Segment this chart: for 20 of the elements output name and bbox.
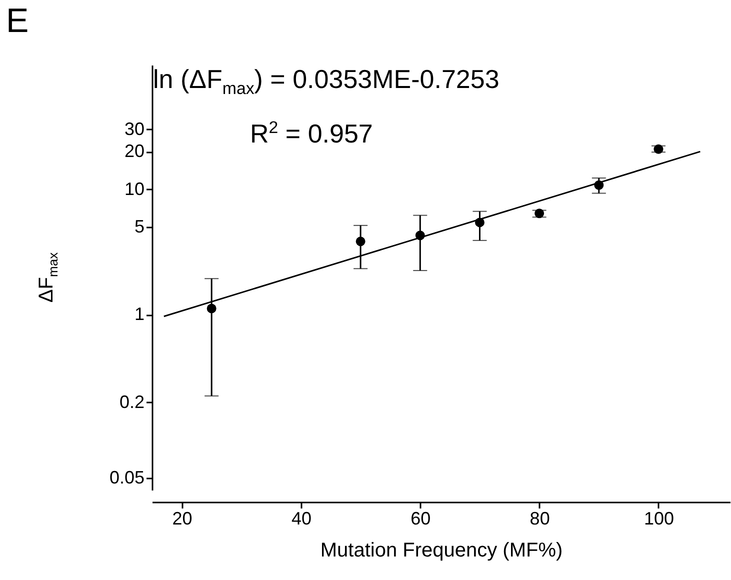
x-tick-label: 20 <box>172 508 192 528</box>
y-tick-label: 10 <box>124 178 144 199</box>
y-tick-label: 5 <box>134 216 144 237</box>
y-tick-label: 0.2 <box>119 392 144 412</box>
x-tick-label: 40 <box>291 508 312 528</box>
y-tick-label: 30 <box>124 118 144 139</box>
annotation: R$^{2}$ = 0.957 <box>250 118 373 150</box>
x-axis-title: Mutation Frequency (MF%) <box>320 540 563 562</box>
x-tick-label: 100 <box>644 508 674 528</box>
x-tick-label: 60 <box>410 508 431 528</box>
point <box>654 144 664 154</box>
point <box>356 236 366 246</box>
y-tick-label: 1 <box>134 304 144 324</box>
x-tick-label: 80 <box>530 508 550 528</box>
point <box>534 208 544 218</box>
annotation: ln (ΔF$_{max}$) = 0.0353ME-0.7253 <box>153 64 500 100</box>
y-tick-label: 20 <box>124 141 144 162</box>
y-tick-label: 0.05 <box>109 467 144 488</box>
point <box>206 304 216 314</box>
text: E <box>6 2 29 41</box>
